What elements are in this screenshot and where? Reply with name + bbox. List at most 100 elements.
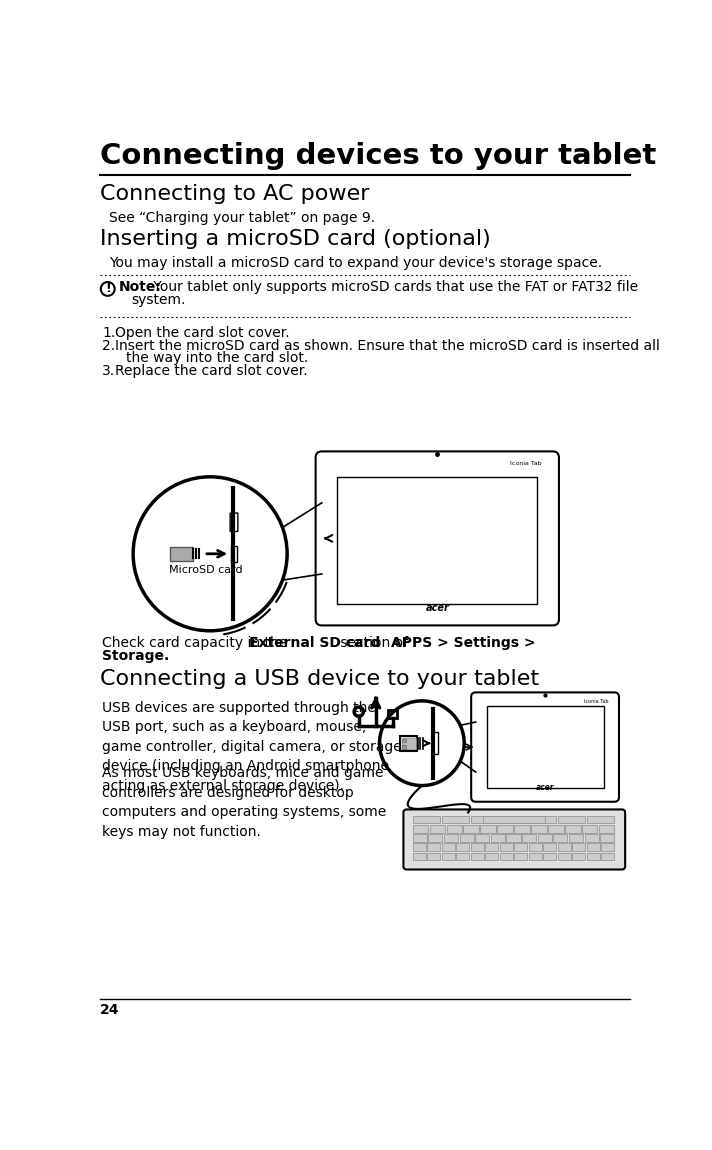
Bar bbox=[413, 852, 426, 860]
Text: Iconia Tab: Iconia Tab bbox=[584, 699, 608, 704]
Bar bbox=[600, 834, 614, 842]
Bar bbox=[557, 843, 571, 851]
Bar bbox=[491, 834, 505, 842]
Bar bbox=[486, 852, 498, 860]
Text: the way into the card slot.: the way into the card slot. bbox=[126, 351, 308, 366]
Text: acer: acer bbox=[536, 783, 555, 792]
Bar bbox=[500, 843, 513, 851]
Text: system.: system. bbox=[131, 293, 185, 307]
Bar bbox=[543, 852, 556, 860]
Bar bbox=[531, 825, 547, 833]
Bar bbox=[413, 825, 428, 833]
Text: Connecting devices to your tablet: Connecting devices to your tablet bbox=[100, 141, 656, 170]
Bar bbox=[441, 843, 455, 851]
Text: Insert the microSD card as shown. Ensure that the microSD card is inserted all: Insert the microSD card as shown. Ensure… bbox=[115, 339, 660, 353]
Bar bbox=[427, 852, 440, 860]
Bar bbox=[585, 834, 599, 842]
Text: !: ! bbox=[105, 282, 110, 294]
Bar bbox=[486, 706, 604, 788]
Bar bbox=[444, 834, 458, 842]
Text: Open the card slot cover.: Open the card slot cover. bbox=[115, 325, 290, 340]
Bar bbox=[441, 852, 455, 860]
Bar bbox=[582, 825, 597, 833]
Bar bbox=[602, 843, 614, 851]
Bar bbox=[602, 852, 614, 860]
Bar bbox=[481, 825, 496, 833]
Bar bbox=[500, 815, 528, 823]
Text: 1.: 1. bbox=[103, 325, 115, 340]
FancyBboxPatch shape bbox=[230, 513, 238, 531]
Bar bbox=[471, 843, 483, 851]
Text: USB devices are supported through the
USB port, such as a keyboard, mouse,
game : USB devices are supported through the US… bbox=[102, 700, 402, 792]
Bar bbox=[429, 825, 445, 833]
Bar bbox=[471, 852, 483, 860]
Bar bbox=[483, 815, 545, 823]
Bar bbox=[522, 834, 536, 842]
Bar bbox=[548, 825, 564, 833]
Text: 3.: 3. bbox=[103, 365, 115, 378]
Bar bbox=[569, 834, 583, 842]
Bar bbox=[557, 852, 571, 860]
Text: As most USB keyboards, mice and game
controllers are designed for desktop
comput: As most USB keyboards, mice and game con… bbox=[102, 766, 386, 838]
Bar bbox=[456, 843, 469, 851]
Text: section of: section of bbox=[335, 636, 412, 650]
Bar bbox=[543, 843, 556, 851]
Text: Note:: Note: bbox=[118, 281, 162, 294]
Bar bbox=[529, 852, 542, 860]
Text: Your tablet only supports microSD cards that use the FAT or FAT32 file: Your tablet only supports microSD cards … bbox=[150, 281, 639, 294]
Text: Inserting a microSD card (optional): Inserting a microSD card (optional) bbox=[100, 229, 491, 248]
Bar bbox=[565, 825, 580, 833]
Bar bbox=[456, 852, 469, 860]
FancyBboxPatch shape bbox=[432, 733, 438, 754]
Bar bbox=[572, 852, 585, 860]
Bar bbox=[529, 815, 556, 823]
Bar bbox=[402, 738, 416, 749]
Text: External SD card: External SD card bbox=[249, 636, 381, 650]
Text: 24: 24 bbox=[100, 1004, 120, 1018]
Bar bbox=[514, 843, 528, 851]
Bar bbox=[402, 738, 407, 743]
Bar bbox=[402, 745, 407, 749]
Text: acer: acer bbox=[425, 603, 449, 613]
Bar bbox=[441, 815, 469, 823]
Bar bbox=[170, 547, 193, 561]
Text: Replace the card slot cover.: Replace the card slot cover. bbox=[115, 365, 308, 378]
Text: Iconia Tab: Iconia Tab bbox=[511, 461, 542, 466]
Text: See “Charging your tablet” on page 9.: See “Charging your tablet” on page 9. bbox=[109, 212, 375, 225]
Text: Check card capacity in the: Check card capacity in the bbox=[102, 636, 291, 650]
Bar bbox=[572, 843, 585, 851]
Bar bbox=[553, 834, 567, 842]
Text: You may install a microSD card to expand your device's storage space.: You may install a microSD card to expand… bbox=[109, 255, 602, 270]
Bar bbox=[514, 852, 528, 860]
FancyBboxPatch shape bbox=[471, 692, 619, 802]
Bar bbox=[446, 825, 462, 833]
Bar bbox=[486, 843, 498, 851]
FancyBboxPatch shape bbox=[404, 810, 625, 869]
Bar bbox=[514, 825, 530, 833]
Bar bbox=[587, 852, 600, 860]
Bar bbox=[471, 815, 498, 823]
Bar bbox=[413, 843, 426, 851]
Bar bbox=[587, 843, 600, 851]
Bar bbox=[529, 843, 542, 851]
Bar bbox=[413, 834, 426, 842]
Text: Connecting to AC power: Connecting to AC power bbox=[100, 184, 370, 205]
Bar bbox=[506, 834, 520, 842]
Text: 2.: 2. bbox=[103, 339, 115, 353]
Bar bbox=[587, 815, 614, 823]
Bar bbox=[388, 710, 397, 718]
Text: MicroSD card: MicroSD card bbox=[169, 566, 242, 575]
Text: Connecting a USB device to your tablet: Connecting a USB device to your tablet bbox=[100, 668, 539, 689]
Bar bbox=[557, 815, 585, 823]
Bar bbox=[498, 825, 513, 833]
Bar bbox=[427, 843, 440, 851]
Bar bbox=[429, 834, 442, 842]
Text: APPS > Settings >: APPS > Settings > bbox=[391, 636, 535, 650]
Text: Storage.: Storage. bbox=[102, 650, 169, 664]
Bar bbox=[459, 834, 473, 842]
Bar bbox=[599, 825, 614, 833]
Bar bbox=[475, 834, 489, 842]
Bar bbox=[538, 834, 552, 842]
Bar bbox=[400, 736, 417, 751]
Bar bbox=[500, 852, 513, 860]
